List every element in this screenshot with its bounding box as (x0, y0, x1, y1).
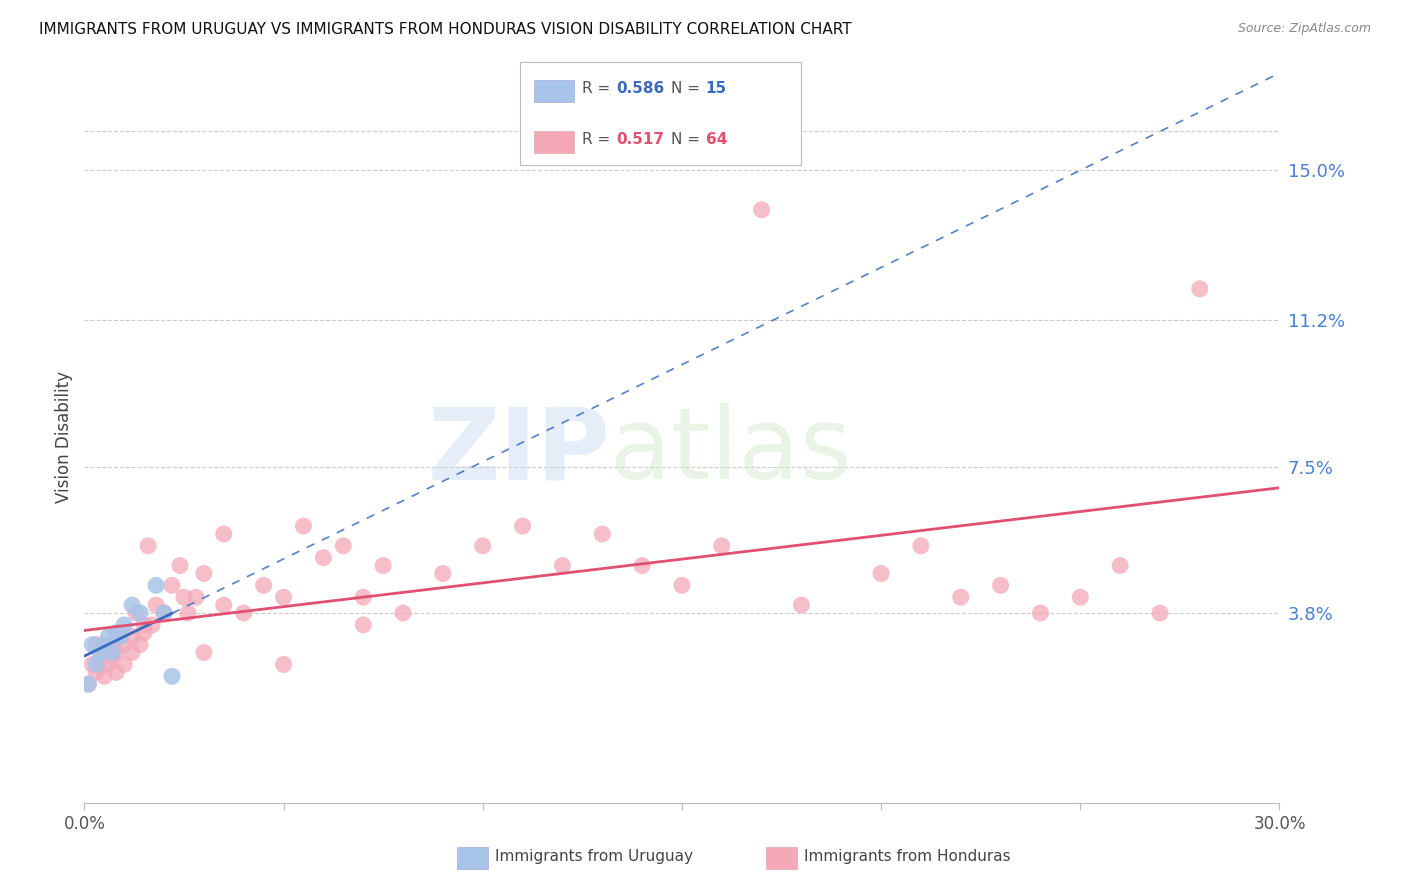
Point (312, 550, 335, 565)
Text: Immigrants from Uruguay: Immigrants from Uruguay (495, 849, 693, 863)
Text: 15: 15 (706, 81, 727, 96)
Point (77, 677, 100, 691)
Point (373, 558, 395, 573)
Point (212, 598, 235, 612)
Point (949, 591, 972, 605)
Point (132, 625, 156, 640)
Point (551, 558, 574, 573)
Point (160, 578, 183, 592)
Point (1029, 606, 1052, 620)
Point (93, 646, 115, 660)
Point (86, 657, 108, 672)
Point (184, 591, 207, 605)
Point (89, 646, 111, 660)
Point (145, 578, 167, 592)
Point (129, 606, 152, 620)
Point (631, 558, 654, 573)
Point (82, 657, 104, 672)
Point (110, 630, 132, 644)
Point (253, 578, 276, 592)
Point (432, 566, 454, 581)
Point (82, 638, 104, 652)
Point (112, 618, 135, 632)
Text: R =: R = (582, 132, 616, 147)
Point (292, 519, 315, 533)
Point (101, 638, 124, 652)
Point (89, 653, 111, 667)
Text: Source: ZipAtlas.com: Source: ZipAtlas.com (1237, 22, 1371, 36)
Point (1149, 606, 1171, 620)
Point (392, 606, 415, 620)
Point (132, 618, 156, 632)
Point (352, 618, 374, 632)
Point (910, 539, 932, 553)
Point (125, 606, 148, 620)
Point (101, 646, 124, 660)
Text: ZIP: ZIP (427, 403, 610, 500)
Text: R =: R = (582, 81, 616, 96)
Point (145, 598, 167, 612)
Text: N =: N = (671, 81, 704, 96)
Point (193, 566, 215, 581)
Point (105, 625, 128, 640)
Point (177, 606, 200, 620)
Point (232, 606, 254, 620)
Point (112, 638, 135, 652)
Point (193, 646, 215, 660)
Y-axis label: Vision Disability: Vision Disability (55, 371, 73, 503)
Point (512, 519, 534, 533)
Text: 0.517: 0.517 (616, 132, 664, 147)
Text: atlas: atlas (610, 403, 852, 500)
Point (86, 638, 108, 652)
Point (110, 625, 132, 640)
Point (129, 638, 152, 652)
Point (870, 566, 893, 581)
Point (671, 578, 693, 592)
Point (273, 591, 295, 605)
Point (86, 665, 108, 680)
Point (169, 558, 191, 573)
Point (790, 598, 813, 612)
Point (121, 646, 143, 660)
Text: 64: 64 (706, 132, 727, 147)
Point (141, 618, 163, 632)
Point (153, 606, 176, 620)
Point (153, 606, 176, 620)
Text: IMMIGRANTS FROM URUGUAY VS IMMIGRANTS FROM HONDURAS VISION DISABILITY CORRELATIO: IMMIGRANTS FROM URUGUAY VS IMMIGRANTS FR… (39, 22, 852, 37)
Point (1069, 591, 1091, 605)
Point (710, 539, 733, 553)
Point (273, 657, 295, 672)
Point (93, 638, 115, 652)
Text: 0.586: 0.586 (616, 81, 664, 96)
Point (173, 591, 195, 605)
Point (105, 665, 128, 680)
Point (93, 669, 115, 683)
Point (77, 677, 100, 691)
Point (112, 657, 135, 672)
Point (1109, 558, 1132, 573)
Point (471, 539, 494, 553)
Point (97, 630, 120, 644)
Point (121, 598, 143, 612)
Point (212, 527, 235, 541)
Point (160, 669, 183, 683)
Point (97, 657, 120, 672)
Point (101, 649, 124, 664)
Point (105, 646, 128, 660)
Point (751, 202, 773, 217)
Point (121, 630, 143, 644)
Point (591, 527, 613, 541)
Point (136, 539, 159, 553)
Point (1188, 282, 1211, 296)
Point (352, 591, 374, 605)
Point (332, 539, 354, 553)
Text: Immigrants from Honduras: Immigrants from Honduras (804, 849, 1011, 863)
Point (990, 578, 1012, 592)
Text: N =: N = (671, 132, 704, 147)
